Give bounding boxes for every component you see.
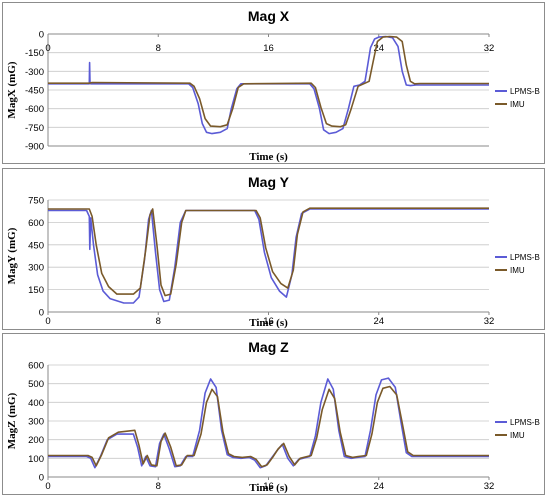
y-axis-label: MagX (mG) — [6, 61, 18, 118]
legend-label: IMU — [510, 100, 525, 109]
x-tick-label: 24 — [373, 316, 384, 327]
y-tick-label: 0 — [39, 308, 44, 319]
y-tick-label: -600 — [25, 104, 44, 115]
y-tick-label: 150 — [28, 285, 44, 296]
y-tick-label: 100 — [28, 454, 44, 465]
x-tick-label: 24 — [373, 43, 384, 54]
chart-title: Mag Z — [248, 339, 289, 355]
y-tick-label: 450 — [28, 240, 44, 251]
legend-label: IMU — [510, 266, 525, 275]
y-tick-label: -150 — [25, 48, 44, 59]
x-axis-label: Time (s) — [249, 317, 288, 329]
legend-label: LPMS-B — [510, 253, 540, 262]
y-tick-label: 0 — [39, 30, 44, 41]
series-line-imu — [48, 385, 489, 468]
y-tick-label: -300 — [25, 67, 44, 78]
x-tick-label: 8 — [156, 43, 161, 54]
series-line-lpms-b — [48, 208, 489, 304]
y-axis-label: MagY (mG) — [6, 227, 18, 284]
x-tick-label: 0 — [45, 43, 50, 54]
y-tick-label: 0 — [39, 473, 44, 484]
mag-x-chart: Mag X 0 -150 -300 -450 -600 -750 -900 0 8 16 24 32 Ti… — [2, 2, 545, 164]
y-tick-label: 600 — [28, 361, 44, 372]
x-tick-label: 32 — [484, 316, 495, 327]
y-tick-label: 600 — [28, 218, 44, 229]
x-tick-label: 32 — [484, 43, 495, 54]
y-tick-label: 500 — [28, 379, 44, 390]
y-tick-label: -450 — [25, 86, 44, 97]
x-tick-label: 16 — [263, 316, 274, 327]
series-line-lpms-b — [48, 377, 489, 469]
mag-z-plot: Mag Z 600 500 400 300 200 100 00 8 16 24 32 Time (s)… — [6, 339, 540, 494]
x-tick-label: 24 — [373, 481, 384, 492]
x-axis-label: Time (s) — [249, 482, 288, 494]
mag-y-chart: Mag Y 750 600 450 300 150 0 0 8 16 24 32 Time (s) Mag… — [2, 168, 545, 330]
y-tick-label: -750 — [25, 123, 44, 134]
mag-z-chart: Mag Z 600 500 400 300 200 100 0 0 8 16 24 32 Time (s)… — [2, 333, 545, 495]
legend-label: LPMS-B — [510, 87, 540, 96]
x-tick-label: 0 — [45, 481, 50, 492]
y-tick-label: -900 — [25, 142, 44, 153]
mag-y-plot: Mag Y 750 600 450 300 150 00 8 16 24 32 Time (s) Mag… — [6, 174, 540, 329]
y-tick-label: 300 — [28, 263, 44, 274]
chart-title: Mag Y — [248, 174, 290, 190]
x-tick-label: 16 — [263, 481, 274, 492]
chart-title: Mag X — [248, 8, 290, 24]
x-tick-label: 8 — [156, 316, 161, 327]
y-tick-label: 200 — [28, 435, 44, 446]
x-tick-label: 32 — [484, 481, 495, 492]
y-axis-label: MagZ (mG) — [6, 392, 18, 449]
y-tick-label: 750 — [28, 196, 44, 207]
series-line-imu — [48, 35, 489, 128]
series-line-imu — [48, 207, 489, 297]
x-axis-label: Time (s) — [249, 151, 288, 163]
y-tick-label: 400 — [28, 398, 44, 409]
legend-label: LPMS-B — [510, 418, 540, 427]
x-tick-label: 8 — [156, 481, 161, 492]
y-tick-label: 300 — [28, 417, 44, 428]
x-tick-label: 0 — [45, 316, 50, 327]
legend-label: IMU — [510, 431, 525, 440]
x-tick-label: 16 — [263, 43, 274, 54]
